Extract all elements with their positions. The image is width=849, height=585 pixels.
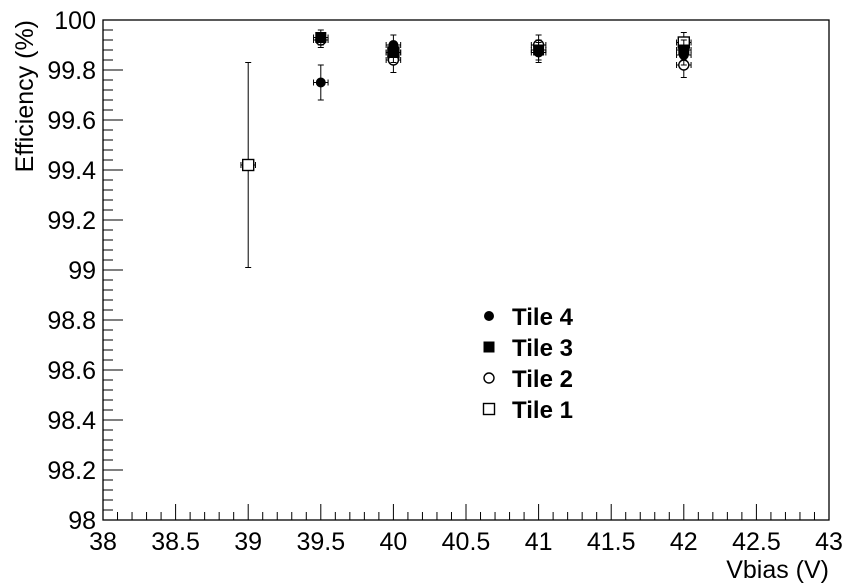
y-tick-label: 99.2 xyxy=(47,207,96,235)
y-tick-label: 99.8 xyxy=(47,57,96,85)
x-tick-label: 38.5 xyxy=(151,528,200,556)
x-tick-label: 40.5 xyxy=(442,528,491,556)
x-axis: 38 38.5 39 39.5 40 40.5 41 41.5 42 42.5 43 xyxy=(89,504,843,556)
legend-label: Tile 3 xyxy=(512,335,573,362)
series-tile-3 xyxy=(313,29,692,63)
x-tick-label: 42 xyxy=(670,528,698,556)
plot-frame xyxy=(102,19,830,521)
legend-label: Tile 2 xyxy=(512,366,573,393)
y-tick-label: 98.6 xyxy=(47,357,96,385)
y-tick-label: 98 xyxy=(68,507,96,535)
y-tick-label: 100 xyxy=(54,7,96,35)
x-axis-title: Vbias (V) xyxy=(726,556,829,584)
y-tick-label: 99 xyxy=(68,257,96,285)
legend-label: Tile 1 xyxy=(512,397,573,424)
x-tick-label: 39 xyxy=(234,528,262,556)
y-tick-label: 98.8 xyxy=(47,307,96,335)
legend-label: Tile 4 xyxy=(512,304,574,331)
legend: Tile 4 Tile 3 Tile 2 Tile 1 xyxy=(482,304,574,424)
x-tick-label: 42.5 xyxy=(732,528,781,556)
data-point xyxy=(388,40,399,50)
legend-marker xyxy=(482,402,496,416)
y-tick-label: 99.4 xyxy=(47,157,96,185)
data-point xyxy=(241,158,255,172)
x-tick-label: 39.5 xyxy=(296,528,345,556)
y-tick-label: 98.2 xyxy=(47,457,96,485)
series-tile-1 xyxy=(240,32,692,268)
data-point xyxy=(533,47,544,58)
data-point xyxy=(678,50,689,60)
x-tick-label: 41.5 xyxy=(587,528,636,556)
x-tick-label: 41 xyxy=(525,528,553,556)
legend-marker xyxy=(484,311,494,321)
y-tick-label: 99.6 xyxy=(47,107,96,135)
series-tile-4 xyxy=(313,34,692,101)
data-point xyxy=(315,77,326,88)
y-axis-title: Efficiency (%) xyxy=(11,20,39,172)
data-layer xyxy=(240,29,692,268)
legend-marker xyxy=(483,372,495,384)
x-tick-label: 40 xyxy=(379,528,407,556)
x-tick-label: 38 xyxy=(89,528,117,556)
series-tile-2 xyxy=(313,32,692,78)
data-point xyxy=(315,32,327,43)
legend-marker xyxy=(483,341,495,353)
y-axis: 98 98.2 98.4 98.6 98.8 99 99.2 99.4 99.6 99.8 100 xyxy=(47,7,123,535)
y-tick-label: 98.4 xyxy=(47,407,96,435)
x-tick-label: 43 xyxy=(815,528,843,556)
